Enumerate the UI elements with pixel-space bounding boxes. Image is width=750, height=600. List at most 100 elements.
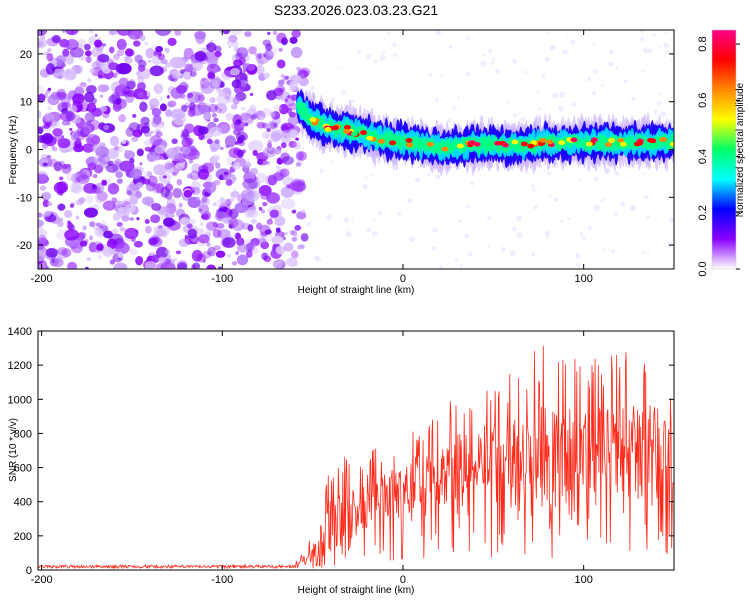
noise-blob (58, 75, 63, 80)
noise-speck (432, 227, 438, 233)
noise-blob (287, 95, 291, 99)
noise-blob (97, 54, 110, 63)
noise-blob (59, 176, 64, 181)
noise-blob (211, 154, 221, 162)
noise-blob (164, 162, 173, 170)
spectrogram-xtick-label: 0 (400, 273, 406, 285)
ridge-hotspot (377, 138, 385, 144)
noise-blob (155, 182, 165, 194)
noise-blob (150, 130, 155, 134)
noise-speck (575, 253, 581, 259)
noise-blob (117, 145, 124, 153)
noise-blob (290, 46, 303, 59)
noise-speck (669, 217, 674, 224)
noise-speck (515, 215, 522, 222)
noise-blob (86, 85, 97, 94)
noise-speck (383, 37, 386, 40)
noise-speck (371, 231, 378, 237)
noise-blob (295, 151, 304, 161)
noise-blob (271, 235, 284, 245)
noise-blob (197, 94, 205, 102)
noise-blob (292, 181, 307, 192)
ridge-peak (495, 142, 500, 145)
noise-blob (121, 139, 127, 144)
noise-blob (64, 210, 73, 218)
noise-blob (289, 130, 299, 139)
noise-blob (124, 48, 134, 57)
noise-blob (250, 114, 257, 120)
noise-blob (219, 124, 230, 133)
noise-speck (588, 226, 592, 231)
noise-blob (82, 225, 87, 231)
noise-blob (262, 201, 268, 207)
noise-speck (641, 250, 645, 254)
noise-speck (547, 31, 551, 35)
noise-speck (628, 174, 631, 178)
noise-blob (129, 168, 143, 180)
noise-speck (629, 205, 636, 212)
noise-speck (544, 56, 550, 62)
noise-speck (604, 168, 610, 174)
noise-blob (100, 84, 110, 92)
noise-blob (207, 71, 216, 80)
noise-blob (290, 94, 298, 101)
noise-blob (85, 195, 94, 205)
noise-blob (284, 232, 289, 236)
noise-blob (138, 92, 144, 98)
noise-blob (256, 172, 267, 183)
noise-blob (148, 98, 160, 109)
ridge-hotspot (539, 138, 547, 143)
noise-blob (166, 95, 170, 99)
noise-blob (86, 102, 97, 113)
ridge-peak (572, 138, 576, 142)
noise-blob (38, 157, 53, 168)
noise-blob (108, 46, 115, 54)
noise-speck (609, 49, 614, 54)
noise-blob (221, 70, 233, 81)
noise-blob (261, 108, 272, 116)
noise-blob (212, 202, 217, 207)
noise-speck (613, 212, 618, 217)
noise-blob (254, 53, 259, 57)
noise-speck (670, 59, 673, 62)
noise-blob (118, 77, 129, 86)
ridge-hotspot (669, 141, 674, 147)
noise-blob (164, 47, 170, 54)
noise-blob (38, 93, 46, 103)
noise-blob (208, 126, 223, 137)
noise-blob (203, 111, 212, 121)
noise-blob (261, 131, 270, 139)
noise-blob (244, 31, 252, 37)
noise-blob (97, 157, 103, 163)
noise-blob (173, 258, 178, 262)
noise-speck (579, 178, 582, 182)
noise-blob (102, 200, 116, 211)
noise-blob (175, 84, 188, 94)
noise-blob (186, 173, 193, 179)
noise-blob (224, 95, 230, 101)
noise-blob (181, 146, 191, 155)
noise-blob (157, 256, 167, 264)
noise-blob (217, 266, 222, 269)
ridge-peak (470, 141, 474, 144)
noise-blob (205, 228, 211, 235)
noise-speck (431, 246, 437, 251)
snr-ytick-label: 800 (14, 428, 32, 440)
snr-xtick-label: -100 (211, 574, 233, 586)
noise-blob (230, 103, 238, 110)
noise-blob (280, 141, 287, 149)
spectrogram-ytick-label: -20 (16, 240, 32, 252)
noise-blob (189, 186, 201, 196)
spectrogram-xlabel: Height of straight line (km) (298, 285, 415, 296)
noise-speck (544, 230, 551, 237)
noise-blob (47, 201, 53, 207)
noise-speck (301, 147, 304, 151)
noise-blob (184, 63, 193, 73)
noise-blob (261, 252, 268, 261)
noise-blob (67, 104, 78, 113)
spectrogram-xtick-label: -100 (211, 273, 233, 285)
noise-blob (45, 248, 57, 261)
noise-speck (459, 263, 464, 268)
noise-speck (351, 220, 354, 223)
noise-blob (252, 112, 258, 119)
